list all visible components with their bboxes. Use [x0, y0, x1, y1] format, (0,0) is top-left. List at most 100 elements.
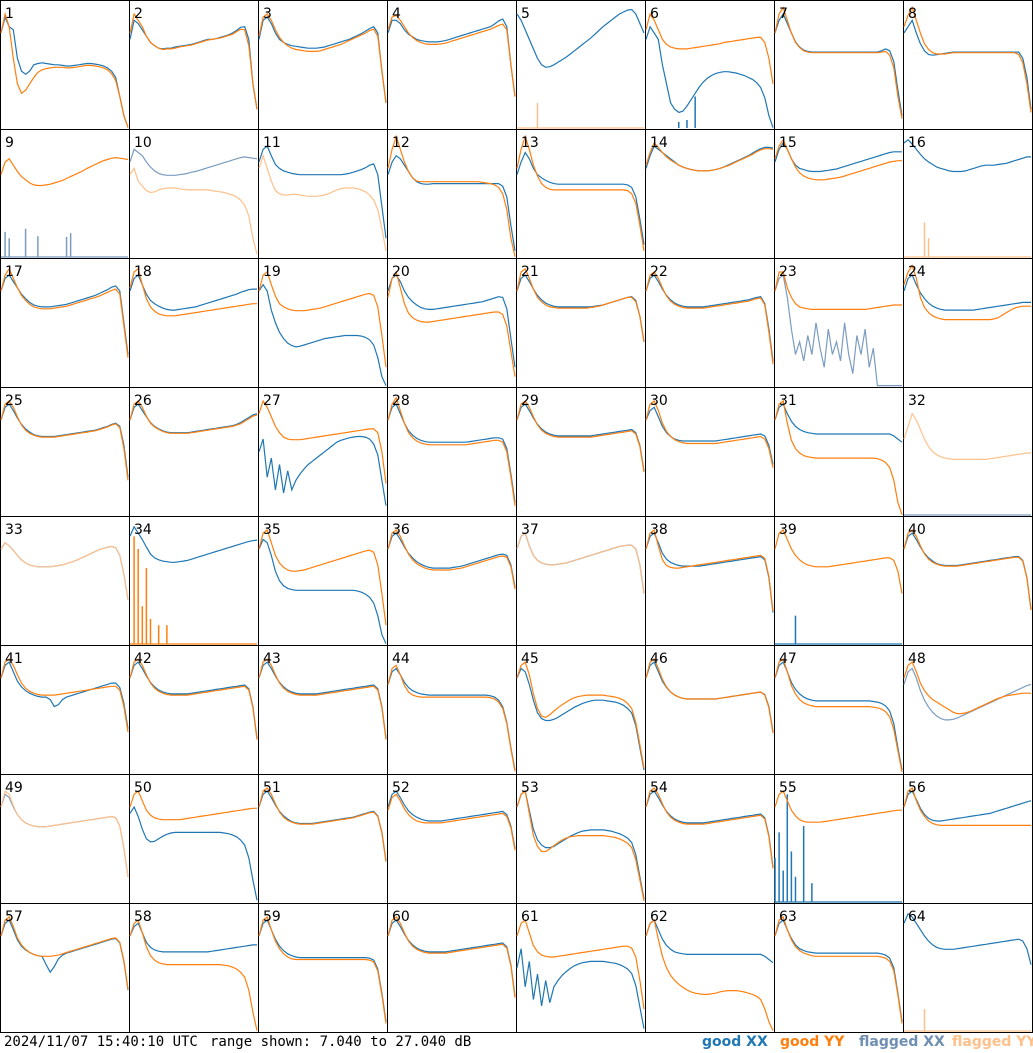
panel-frame	[645, 387, 775, 517]
panel-label: 39	[779, 522, 797, 538]
panel-label: 12	[392, 135, 410, 151]
series-yy	[387, 14, 516, 97]
panel-27: 27	[258, 387, 388, 517]
panel-20: 20	[387, 258, 517, 388]
legend-flagged-yy: flagged YY	[952, 1034, 1033, 1050]
legend-good-yy: good YY	[780, 1034, 845, 1050]
panel-55: 55	[774, 774, 904, 904]
panel-4: 4	[387, 0, 517, 130]
panel-frame	[0, 516, 130, 646]
panel-label: 2	[134, 6, 143, 22]
series-yy	[387, 396, 516, 506]
panel-8: 8	[903, 0, 1033, 130]
panel-64: 64	[903, 903, 1033, 1033]
panel-26: 26	[129, 387, 259, 517]
panel-frame	[0, 0, 130, 130]
panel-5: 5	[516, 0, 646, 130]
series-yy	[774, 271, 902, 310]
panel-label: 48	[908, 651, 926, 667]
panel-label: 22	[650, 264, 668, 280]
panel-label: 24	[908, 264, 926, 280]
series-yy	[903, 6, 1032, 113]
panel-30: 30	[645, 387, 775, 517]
panel-32: 32	[903, 387, 1033, 517]
series-yy	[258, 271, 387, 368]
panel-frame	[903, 516, 1033, 646]
panel-label: 60	[392, 909, 410, 925]
panel-59: 59	[258, 903, 388, 1033]
series-xx	[258, 145, 387, 239]
series-xx	[903, 138, 1031, 173]
timestamp: 2024/11/07 15:40:10 UTC	[4, 1034, 198, 1050]
panel-11: 11	[258, 129, 388, 259]
series-yy	[258, 529, 387, 626]
footer-bar: 2024/11/07 15:40:10 UTC range shown: 7.0…	[0, 1033, 1033, 1053]
series-yy	[0, 658, 129, 733]
panel-label: 52	[392, 780, 410, 796]
panel-36: 36	[387, 516, 517, 646]
series-yy	[387, 529, 516, 590]
panel-13: 13	[516, 129, 646, 259]
panel-label: 40	[908, 522, 926, 538]
panel-frame	[774, 903, 904, 1033]
series-yy	[903, 412, 1031, 460]
panel-frame	[645, 645, 775, 775]
panel-label: 32	[908, 393, 926, 409]
panel-33: 33	[0, 516, 130, 646]
series-yy	[129, 919, 258, 1031]
series-yy	[258, 13, 387, 103]
panel-62: 62	[645, 903, 775, 1033]
series-xx	[903, 667, 1032, 721]
panel-40: 40	[903, 516, 1033, 646]
panel-12: 12	[387, 129, 517, 259]
panel-label: 44	[392, 651, 410, 667]
series-xx	[516, 948, 645, 1029]
panel-label: 19	[263, 264, 281, 280]
series-yy	[903, 661, 1031, 715]
panel-44: 44	[387, 645, 517, 775]
series-xx	[903, 274, 1031, 311]
series-yy	[645, 141, 774, 172]
panel-45: 45	[516, 645, 646, 775]
series-yy	[516, 267, 645, 342]
panel-frame	[516, 0, 646, 130]
panel-frame	[645, 0, 775, 130]
series-xx	[903, 18, 1032, 110]
panel-label: 33	[5, 522, 23, 538]
panel-frame	[903, 645, 1033, 775]
series-xx	[258, 435, 387, 506]
panel-label: 5	[521, 6, 530, 22]
series-yy	[387, 916, 516, 998]
panel-58: 58	[129, 903, 259, 1033]
series-xx	[516, 151, 645, 245]
panel-16: 16	[903, 129, 1033, 259]
series-yy	[387, 793, 516, 851]
series-yy	[0, 11, 129, 128]
panel-frame	[258, 645, 388, 775]
series-xx	[387, 274, 516, 368]
series-yy	[387, 134, 516, 257]
series-xx	[516, 8, 645, 68]
panel-29: 29	[516, 387, 646, 517]
panel-label: 8	[908, 6, 917, 22]
panel-frame	[516, 903, 646, 1033]
panel-frame	[516, 129, 646, 259]
panel-frame	[645, 774, 775, 904]
panel-frame	[516, 387, 646, 517]
panel-1: 1	[0, 0, 130, 130]
series-xx	[387, 667, 516, 771]
panel-label: 54	[650, 780, 668, 796]
panel-frame	[774, 129, 904, 259]
series-yy	[258, 399, 387, 484]
series-xx	[129, 148, 258, 176]
panel-frame	[645, 903, 775, 1033]
panel-14: 14	[645, 129, 775, 259]
panel-42: 42	[129, 645, 259, 775]
panel-frame	[0, 258, 130, 388]
series-xx	[645, 25, 774, 128]
panel-57: 57	[0, 903, 130, 1033]
panel-label: 51	[263, 780, 281, 796]
series-xx	[258, 919, 387, 1022]
series-yy	[258, 153, 387, 252]
panel-frame	[129, 387, 259, 517]
